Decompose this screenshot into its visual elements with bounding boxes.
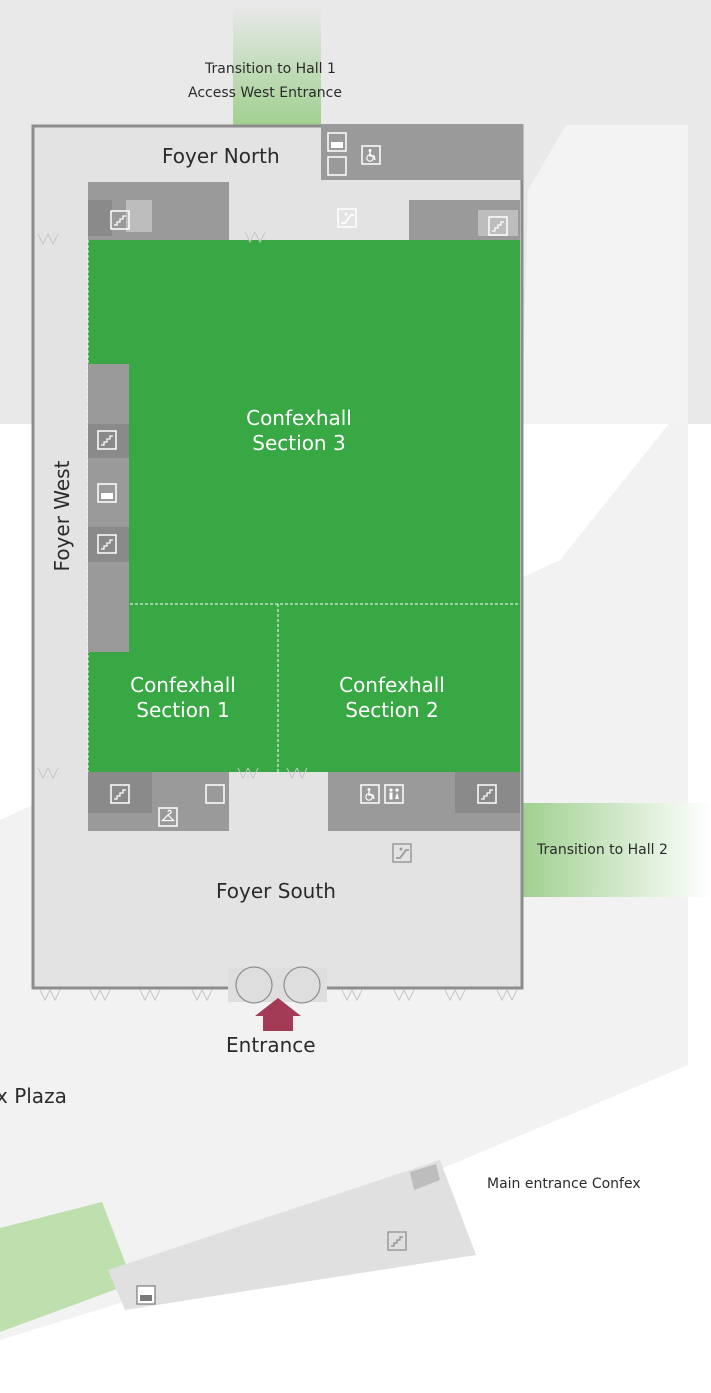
hall-section-2-line2: Section 2	[345, 698, 439, 722]
foyer-north-label: Foyer North	[162, 144, 280, 168]
hall-section-3-label: Confexhall Section 3	[214, 406, 384, 456]
escalator-icon	[392, 843, 412, 863]
main-entrance-gate	[410, 1164, 440, 1190]
entrance-label: Entrance	[226, 1033, 316, 1057]
service-north-east	[321, 124, 523, 180]
hall-section-3-line2: Section 3	[252, 431, 346, 455]
door-icon	[205, 784, 225, 804]
hall-section-2-label: Confexhall Section 2	[307, 673, 477, 723]
transition-hall1-label-line2: Access West Entrance	[188, 85, 342, 101]
revolving-door-right[interactable]	[283, 966, 321, 1004]
foyer-west-label: Foyer West	[50, 460, 74, 572]
hall-section-2-line1: Confexhall	[339, 673, 445, 697]
foyer-south-label: Foyer South	[216, 879, 336, 903]
transition-hall1-label-line1: Transition to Hall 1	[205, 61, 336, 77]
hall-section-1-line1: Confexhall	[130, 673, 236, 697]
green-area-left	[0, 1202, 133, 1332]
transition-hall2-corridor	[522, 803, 711, 897]
door-icon	[327, 156, 347, 176]
main-entrance-building	[108, 1160, 476, 1310]
transition-hall2-label: Transition to Hall 2	[537, 842, 668, 858]
stairs-icon	[387, 1231, 407, 1251]
elevator-icon	[136, 1285, 156, 1305]
hall-section-1-label: Confexhall Section 1	[98, 673, 268, 723]
hall-section-3[interactable]	[88, 240, 520, 604]
service-west	[88, 364, 129, 652]
right-wedge	[522, 125, 688, 424]
transition-hall1-corridor	[233, 8, 321, 126]
plaza-label: x Plaza	[0, 1084, 67, 1108]
hall-section-3-line1: Confexhall	[246, 406, 352, 430]
main-entrance-label: Main entrance Confex	[487, 1176, 641, 1192]
hall-section-2[interactable]	[278, 604, 520, 772]
entrance-arrow-icon	[255, 998, 301, 1031]
revolving-door-left[interactable]	[235, 966, 273, 1004]
hall-section-1-line2: Section 1	[136, 698, 230, 722]
